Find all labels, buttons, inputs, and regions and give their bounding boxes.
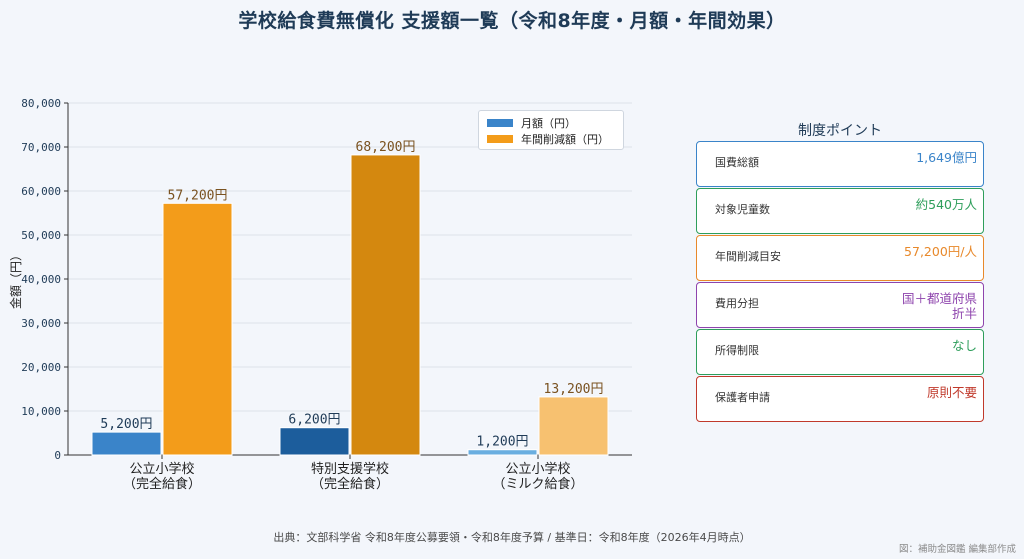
y-tick-label: 50,000 xyxy=(21,229,61,242)
point-card-value: 原則不要 xyxy=(926,385,977,400)
point-cards: 国費総額 1,649億円対象児童数 約540万人年間削減目安 57,200円/人費用分… xyxy=(696,141,984,423)
bar-value-label: 6,200円 xyxy=(288,413,340,428)
point-card: 対象児童数 約540万人 xyxy=(696,188,984,234)
bar xyxy=(91,431,162,456)
y-tick-label: 0 xyxy=(54,449,61,462)
source-note: 出典：文部科学省 令和8年度公募要領・令和8年度予算 / 基準日：令和8年度（2… xyxy=(273,531,751,544)
y-tick-label: 20,000 xyxy=(21,361,61,374)
point-card-value: 1,649億円 xyxy=(916,150,977,165)
category-sublabel: （完全給食） xyxy=(311,476,389,492)
legend-entry-annual: 年間削減額（円） xyxy=(487,131,615,147)
y-tick-label: 30,000 xyxy=(21,317,61,330)
category-label: 特別支援学校 xyxy=(311,461,389,477)
bar-value-label: 1,200円 xyxy=(476,435,528,450)
category-label: 公立小学校 xyxy=(505,461,570,477)
y-tick-label: 70,000 xyxy=(21,141,61,154)
panel-title: 制度ポイント xyxy=(798,123,882,139)
point-card-value: 約540万人 xyxy=(915,197,977,212)
point-card-value: 国＋都道府県 折半 xyxy=(901,291,977,321)
point-card-label: 保護者申請 xyxy=(715,391,770,404)
legend: 月額（円） 年間削減額（円） xyxy=(478,110,624,150)
legend-swatch-monthly xyxy=(487,119,513,127)
legend-entry-monthly: 月額（円） xyxy=(487,115,615,131)
point-card-label: 国費総額 xyxy=(715,156,759,169)
bar-value-label: 5,200円 xyxy=(100,417,152,432)
point-card: 保護者申請 原則不要 xyxy=(696,376,984,422)
bar xyxy=(467,449,538,456)
point-card-label: 所得制限 xyxy=(715,344,759,357)
y-tick-label: 40,000 xyxy=(21,273,61,286)
y-tick-label: 80,000 xyxy=(21,97,61,110)
chart-title: 学校給食費無償化 支援額一覧（令和8年度・月額・年間効果） xyxy=(238,10,786,32)
point-card: 年間削減目安 57,200円/人 xyxy=(696,235,984,281)
y-tick-label: 10,000 xyxy=(21,405,61,418)
bar-value-label: 57,200円 xyxy=(168,188,228,203)
point-card: 費用分担 国＋都道府県 折半 xyxy=(696,282,984,328)
point-card: 所得制限 なし xyxy=(696,329,984,375)
bar-value-label: 68,200円 xyxy=(356,140,416,155)
point-card-label: 費用分担 xyxy=(715,297,759,310)
point-card-value: 57,200円/人 xyxy=(904,244,977,259)
bar xyxy=(162,202,233,456)
point-card-label: 対象児童数 xyxy=(715,203,770,216)
legend-label-annual: 年間削減額（円） xyxy=(521,133,609,146)
bar xyxy=(538,396,609,456)
legend-label-monthly: 月額（円） xyxy=(521,117,576,130)
bar-value-label: 13,200円 xyxy=(544,382,604,397)
credit-note: 図：補助金図鑑 編集部作成 xyxy=(898,544,1016,555)
legend-swatch-annual xyxy=(487,135,513,143)
point-card-label: 年間削減目安 xyxy=(715,250,781,263)
y-axis-label: 金額（円） xyxy=(8,249,23,309)
point-card: 国費総額 1,649億円 xyxy=(696,141,984,187)
category-label: 公立小学校 xyxy=(129,461,194,477)
y-tick-label: 60,000 xyxy=(21,185,61,198)
bar-chart: 0 10,000 20,000 30,000 40,000 50,000 60,000 70,… xyxy=(8,97,632,492)
bar xyxy=(350,154,421,456)
category-sublabel: （ミルク給食） xyxy=(492,476,583,492)
point-card-value: なし xyxy=(951,338,977,353)
bar xyxy=(279,427,350,456)
category-sublabel: （完全給食） xyxy=(123,476,201,492)
